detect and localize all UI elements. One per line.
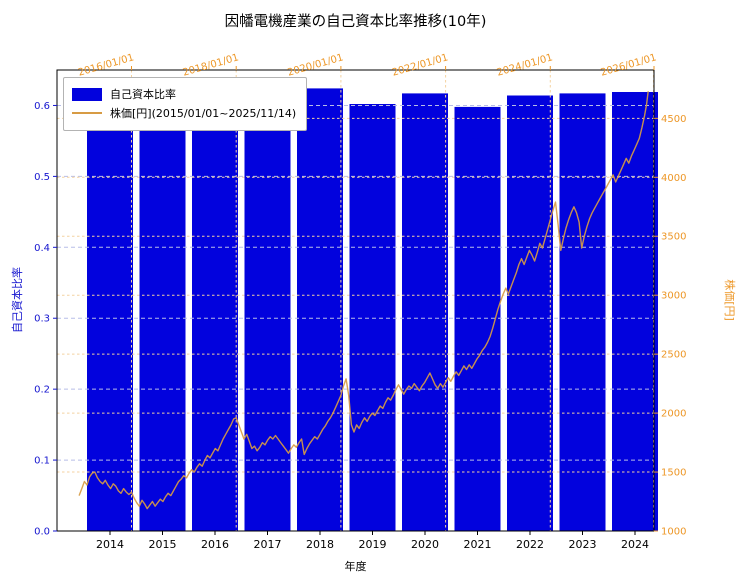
legend-swatch-bar	[72, 87, 102, 101]
svg-text:2018: 2018	[306, 538, 334, 551]
svg-text:2000: 2000	[661, 409, 686, 420]
legend-label-stock-price: 株価[円](2015/01/01~2025/11/14)	[110, 107, 297, 120]
svg-text:2022/01/01: 2022/01/01	[391, 52, 449, 78]
legend-label-equity-ratio: 自己資本比率	[110, 88, 176, 101]
svg-text:3500: 3500	[661, 232, 686, 243]
legend-entry-stock-price: 株価[円](2015/01/01~2025/11/14)	[72, 105, 296, 121]
legend-swatch-line	[72, 111, 102, 115]
svg-text:0.3: 0.3	[34, 314, 50, 325]
svg-text:3000: 3000	[661, 291, 686, 302]
svg-text:2014: 2014	[96, 538, 124, 551]
svg-text:2018/01/01: 2018/01/01	[182, 52, 240, 78]
svg-text:4000: 4000	[661, 173, 686, 184]
svg-text:2024/01/01: 2024/01/01	[496, 52, 554, 78]
svg-text:2017: 2017	[254, 538, 282, 551]
svg-text:2015: 2015	[149, 538, 177, 551]
svg-text:1000: 1000	[661, 527, 686, 538]
svg-text:0.0: 0.0	[34, 527, 50, 538]
svg-text:4500: 4500	[661, 114, 686, 125]
svg-text:0.5: 0.5	[34, 172, 50, 183]
svg-text:0.4: 0.4	[34, 243, 50, 254]
svg-text:2022: 2022	[516, 538, 544, 551]
svg-text:2020: 2020	[411, 538, 439, 551]
svg-text:2026/01/01: 2026/01/01	[599, 52, 657, 78]
svg-text:2024: 2024	[621, 538, 649, 551]
chart-title: 因幡電機産業の自己資本比率推移(10年)	[224, 14, 487, 30]
svg-text:2023: 2023	[569, 538, 597, 551]
legend-entry-equity-ratio: 自己資本比率	[72, 86, 296, 102]
svg-text:2019: 2019	[359, 538, 387, 551]
svg-text:0.1: 0.1	[34, 456, 50, 467]
svg-text:0.6: 0.6	[34, 101, 50, 112]
svg-text:2016: 2016	[201, 538, 229, 551]
svg-text:1500: 1500	[661, 468, 686, 479]
legend: 自己資本比率 株価[円](2015/01/01~2025/11/14)	[63, 77, 308, 131]
svg-text:0.2: 0.2	[34, 385, 50, 396]
svg-text:2500: 2500	[661, 350, 686, 361]
svg-text:2020/01/01: 2020/01/01	[286, 52, 344, 78]
svg-text:2021: 2021	[464, 538, 492, 551]
x-axis-title: 年度	[344, 560, 367, 573]
svg-text:2016/01/01: 2016/01/01	[77, 52, 135, 78]
